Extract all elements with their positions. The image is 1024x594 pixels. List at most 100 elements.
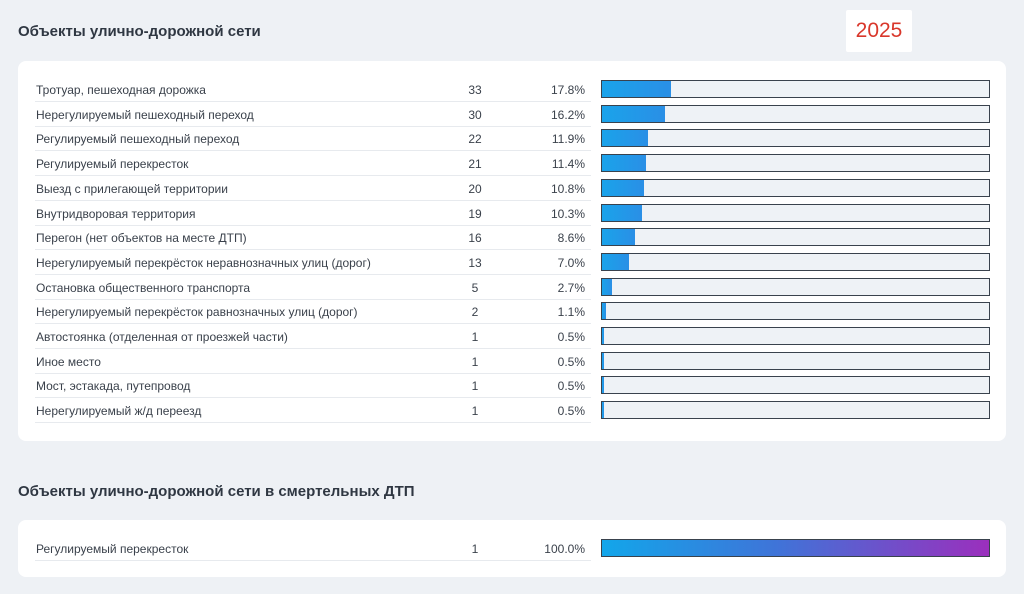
- bar: [602, 278, 612, 295]
- row-divider: [35, 224, 591, 226]
- section-title-road-objects: Объекты улично-дорожной сети: [18, 23, 261, 40]
- row-divider: [35, 323, 591, 325]
- count-label: 1: [471, 354, 479, 369]
- row-divider: [35, 125, 591, 127]
- chart-row: Тротуар, пешеходная дорожка 33 17.8%: [35, 78, 991, 102]
- count-label: 22: [468, 132, 482, 147]
- bar-track: [601, 351, 990, 370]
- chart-row: Регулируемый перекресток 1 100.0%: [35, 537, 991, 561]
- count-label: 1: [471, 404, 479, 419]
- chart-row: Нерегулируемый перекрёсток равнозначных …: [35, 300, 991, 325]
- percent-label: 0.5%: [557, 330, 585, 344]
- bar-track: [601, 302, 990, 321]
- section-title-fatal-road-objects: Объекты улично-дорожной сети в смертельн…: [18, 483, 415, 500]
- chart-row: Автостоянка (отделенная от проезжей част…: [35, 325, 991, 349]
- category-label: Мост, эстакада, путепровод: [36, 379, 191, 394]
- bar-track: [601, 228, 990, 247]
- category-label: Регулируемый пешеходный переход: [36, 132, 240, 147]
- bar: [602, 130, 648, 147]
- bar: [602, 303, 606, 320]
- category-label: Иное место: [36, 354, 101, 369]
- count-label: 16: [468, 231, 482, 246]
- percent-label: 8.6%: [557, 231, 585, 246]
- road-objects-card: Тротуар, пешеходная дорожка 33 17.8% Нерегу…: [18, 61, 1006, 441]
- category-label: Автостоянка (отделенная от проезжей част…: [36, 330, 288, 344]
- bar-track: [601, 178, 990, 197]
- row-divider: [35, 560, 591, 561]
- bar: [602, 253, 629, 270]
- category-label: Регулируемый перекресток: [36, 157, 189, 172]
- percent-label: 7.0%: [557, 255, 585, 270]
- percent-label: 0.5%: [557, 404, 585, 419]
- chart-row: Регулируемый пешеходный переход 22 11.9%: [35, 127, 991, 152]
- category-label: Тротуар, пешеходная дорожка: [36, 83, 206, 97]
- chart-row: Иное место 1 0.5%: [35, 350, 991, 374]
- percent-label: 1.1%: [557, 305, 585, 320]
- chart-row: Перегон (нет объектов на месте ДТП) 16 8.6…: [35, 226, 991, 251]
- row-divider: [35, 199, 591, 201]
- bar: [602, 179, 644, 196]
- row-divider: [35, 249, 591, 251]
- row-divider: [35, 372, 591, 374]
- bar-track: [601, 327, 990, 345]
- percent-label: 0.5%: [557, 354, 585, 369]
- percent-label: 10.8%: [550, 181, 585, 196]
- bar: [602, 81, 671, 97]
- bar-track: [601, 401, 990, 420]
- chart-row: Нерегулируемый ж/д переезд 1 0.5%: [35, 399, 991, 424]
- chart-row: Остановка общественного транспорта 5 2.7%: [35, 276, 991, 300]
- chart-row: Внутридворовая территория 19 10.3%: [35, 202, 991, 226]
- year-badge: 2025: [846, 10, 912, 52]
- chart-row: Нерегулируемый пешеходный переход 30 16.2%: [35, 103, 991, 127]
- bar: [602, 155, 646, 172]
- bar-track: [601, 252, 990, 271]
- bar-track: [601, 203, 990, 222]
- row-divider: [35, 101, 591, 102]
- row-divider: [35, 273, 591, 275]
- percent-label: 2.7%: [557, 280, 585, 295]
- category-label: Нерегулируемый перекрёсток неравнозначны…: [36, 255, 371, 270]
- bar: [602, 540, 989, 556]
- fatal-road-objects-card: Регулируемый перекресток 1 100.0%: [18, 520, 1006, 577]
- row-divider: [35, 298, 591, 300]
- bar: [602, 204, 642, 221]
- percent-label: 100.0%: [544, 542, 585, 556]
- count-label: 1: [471, 379, 479, 394]
- category-label: Нерегулируемый пешеходный переход: [36, 107, 254, 122]
- bar-track: [601, 80, 990, 98]
- count-label: 33: [468, 83, 482, 97]
- category-label: Нерегулируемый перекрёсток равнозначных …: [36, 305, 358, 320]
- count-label: 13: [468, 255, 482, 270]
- row-divider: [35, 150, 591, 152]
- chart-row: Нерегулируемый перекрёсток неравнозначны…: [35, 251, 991, 275]
- row-divider: [35, 422, 591, 424]
- row-divider: [35, 175, 591, 177]
- chart-row: Выезд с прилегающей территории 20 10.8%: [35, 177, 991, 201]
- bar: [602, 105, 665, 122]
- count-label: 19: [468, 206, 482, 221]
- percent-label: 11.9%: [551, 132, 585, 147]
- bar-track: [601, 154, 990, 173]
- count-label: 21: [468, 157, 482, 172]
- percent-label: 0.5%: [557, 379, 585, 394]
- count-label: 5: [471, 280, 479, 295]
- bar: [602, 328, 604, 344]
- category-label: Перегон (нет объектов на месте ДТП): [36, 231, 247, 246]
- category-label: Остановка общественного транспорта: [36, 280, 251, 295]
- category-label: Выезд с прилегающей территории: [36, 181, 228, 196]
- row-divider: [35, 348, 591, 349]
- bar: [602, 229, 635, 246]
- category-label: Нерегулируемый ж/д переезд: [36, 404, 202, 419]
- count-label: 20: [468, 181, 482, 196]
- count-label: 30: [468, 107, 482, 122]
- category-label: Внутридворовая территория: [36, 206, 196, 221]
- count-label: 1: [471, 542, 479, 556]
- percent-label: 17.8%: [550, 83, 585, 97]
- category-label: Регулируемый перекресток: [36, 542, 189, 556]
- bar: [602, 402, 604, 419]
- bar-track: [601, 376, 990, 395]
- percent-label: 16.2%: [550, 107, 585, 122]
- bar: [602, 377, 604, 394]
- bar-track: [601, 277, 990, 296]
- percent-label: 11.4%: [551, 157, 585, 172]
